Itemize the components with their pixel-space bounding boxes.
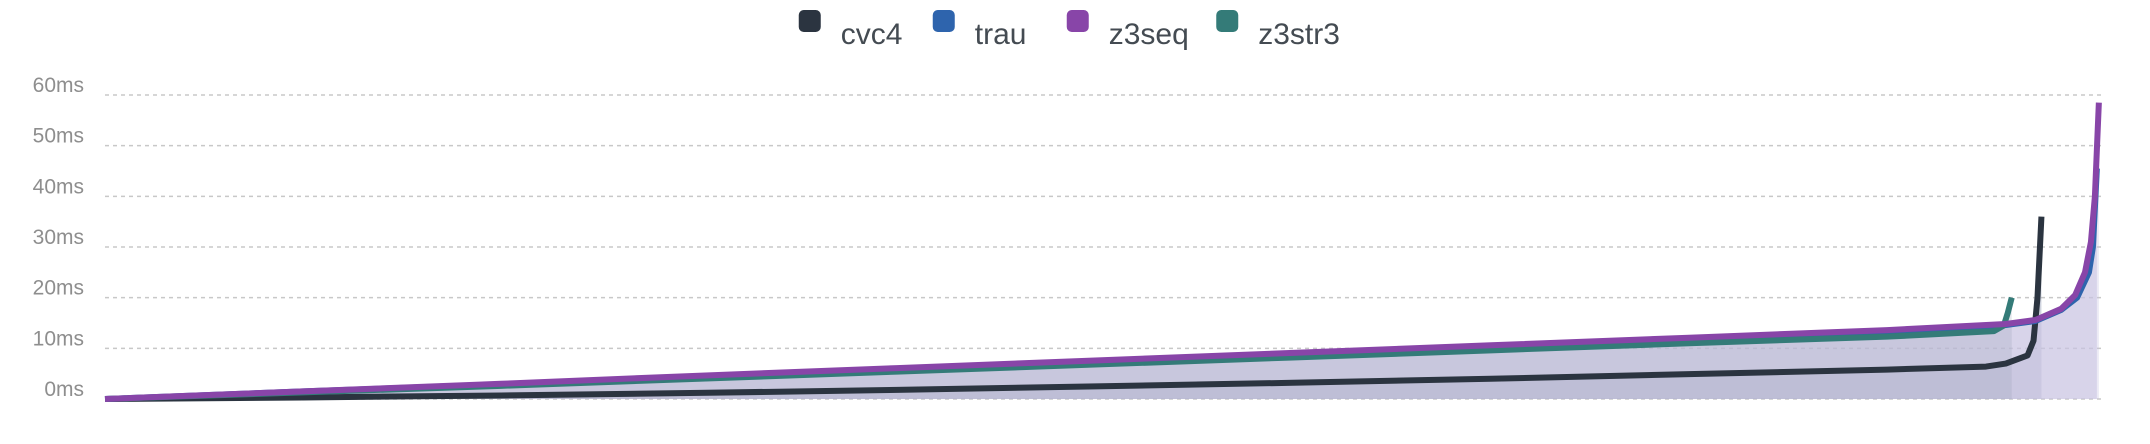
legend-item-cvc4[interactable]: cvc4 [798,10,903,51]
y-tick-label: 40ms [33,175,84,198]
legend-item-z3seq[interactable]: z3seq [1066,10,1189,51]
legend-label: z3seq [1109,18,1189,51]
legend-swatch [798,10,821,32]
legend-label: z3str3 [1258,18,1340,51]
legend-label: cvc4 [841,18,903,51]
y-tick-label: 20ms [33,277,84,300]
legend-label: trau [975,18,1027,51]
y-tick-label: 50ms [33,125,84,148]
series-areas [105,102,2099,399]
series-area-z3str3 [105,297,2012,399]
y-tick-label: 0ms [44,378,84,401]
legend[interactable]: cvc4 trau z3seq z3str3 [798,10,1340,51]
legend-swatch [932,10,955,32]
series-line-z3seq[interactable] [104,102,2102,402]
legend-item-z3str3[interactable]: z3str3 [1216,10,1340,51]
series-lines [104,102,2102,402]
legend-swatch [1066,10,1089,32]
y-tick-label: 10ms [33,327,84,350]
y-tick-label: 60ms [33,74,84,97]
y-axis-ticks: 0ms 10ms 20ms 30ms 40ms 50ms 60ms [33,74,84,401]
series-line-cvc4[interactable] [104,216,2045,402]
legend-swatch [1216,10,1239,32]
legend-item-trau[interactable]: trau [932,10,1027,51]
y-tick-label: 30ms [33,226,84,249]
series-area-trau [105,168,2097,399]
